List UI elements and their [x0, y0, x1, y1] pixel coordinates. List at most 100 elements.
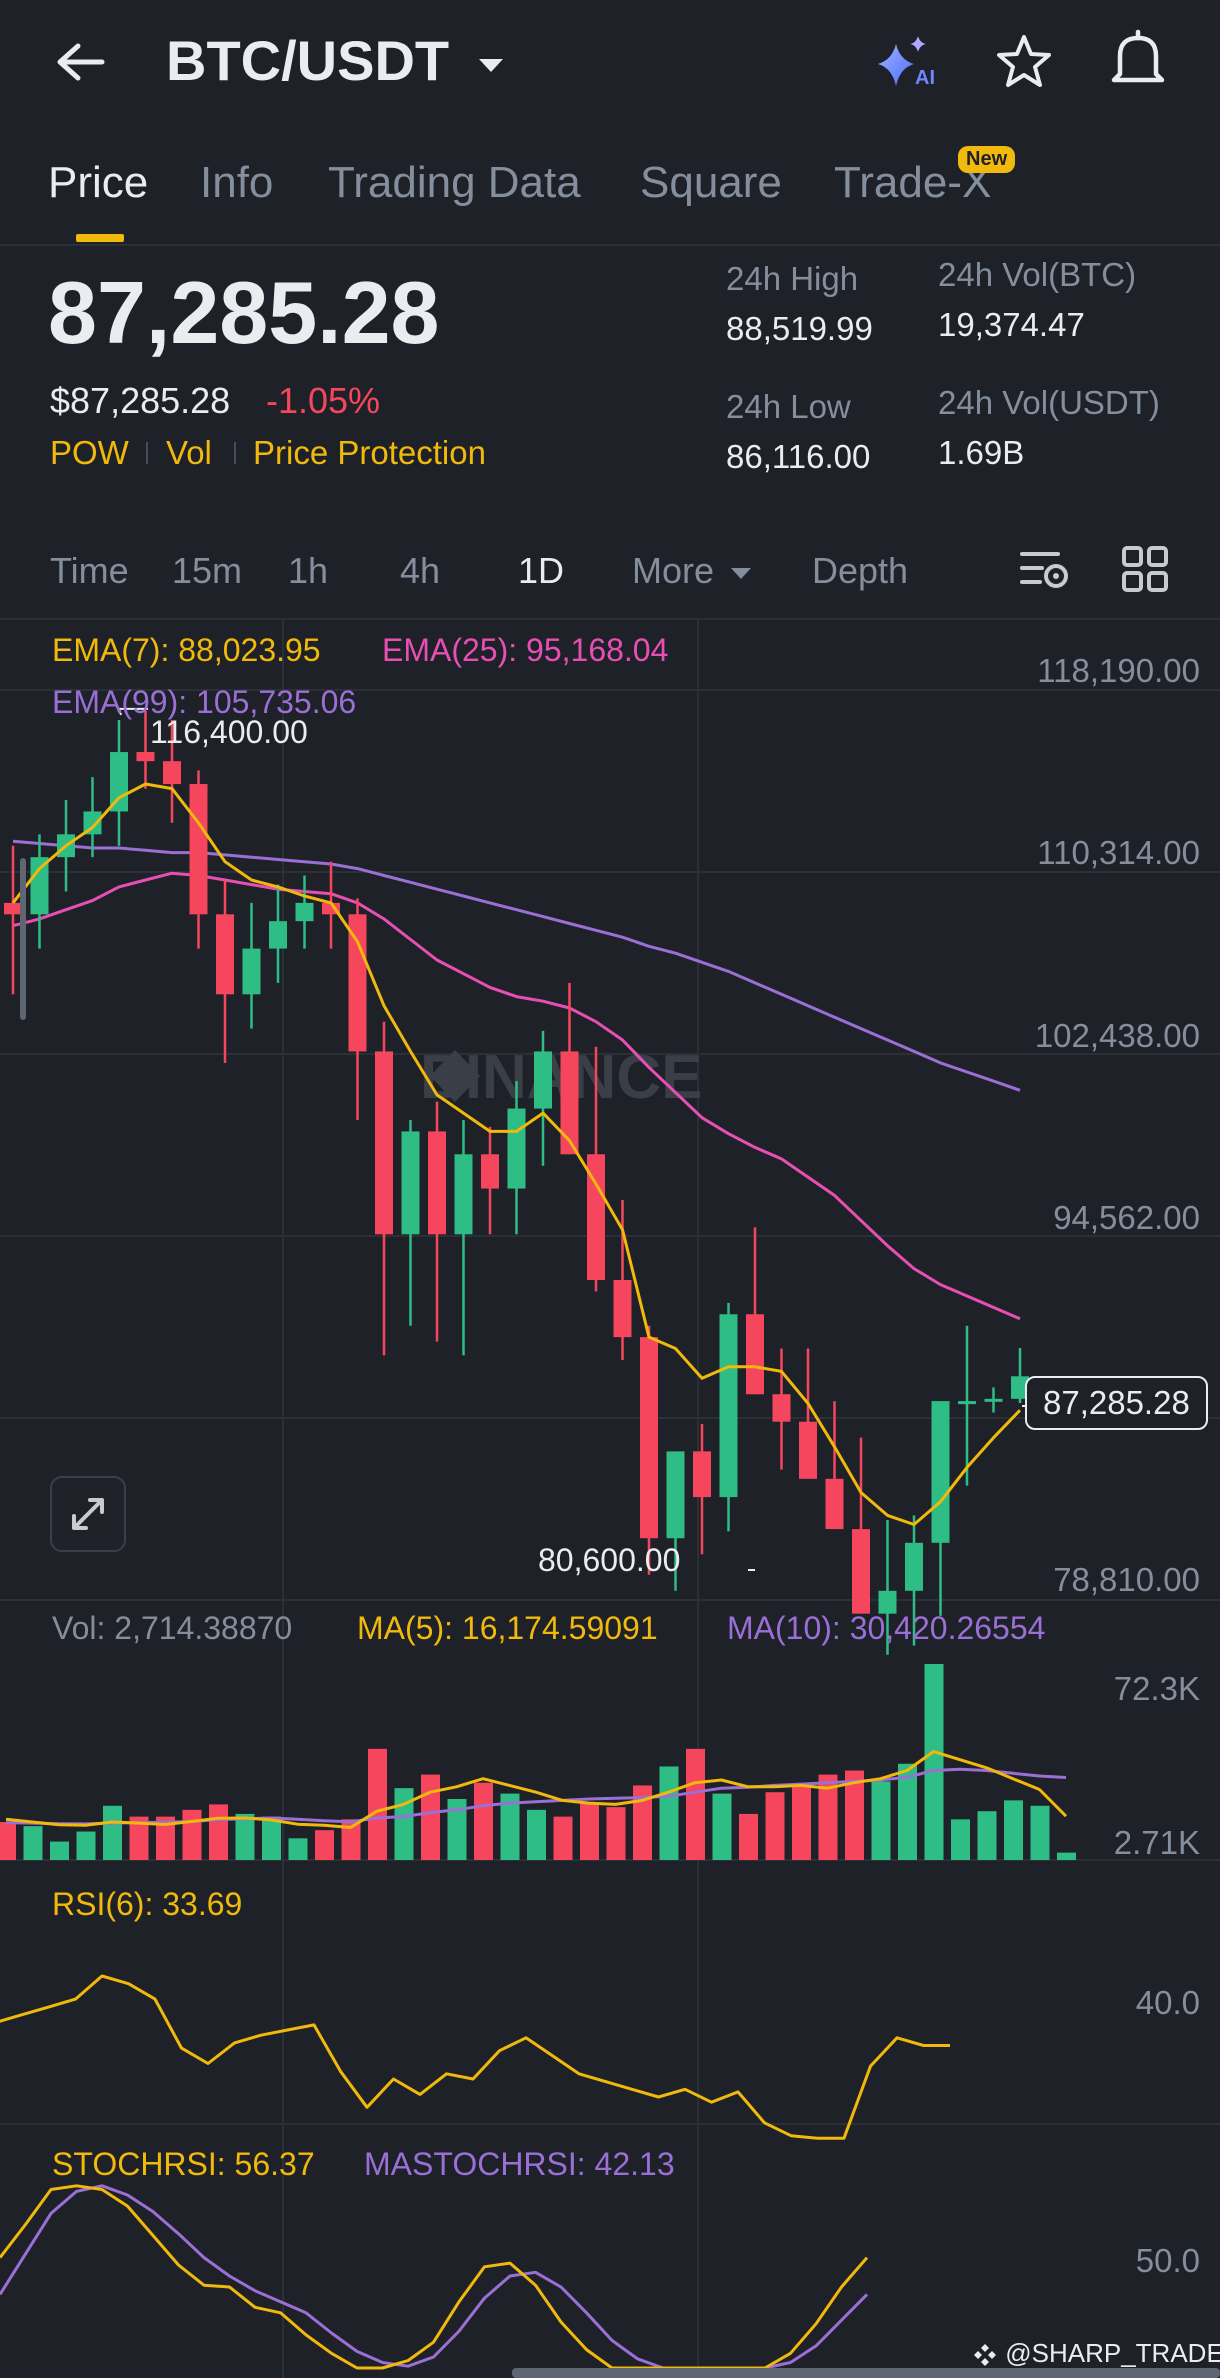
high-marker-line: [117, 707, 148, 716]
volume-bar: [553, 1816, 573, 1860]
volume-axis-label: 2.71K: [1113, 1824, 1200, 1861]
stat-24h-vol-usdt-value: 1.69B: [938, 434, 1025, 471]
high-price-label: 116,400.00: [150, 714, 308, 750]
candle-body: [534, 1051, 552, 1109]
volume-bar: [209, 1804, 228, 1860]
current-price-tag: 87,285.28: [1025, 1376, 1208, 1430]
tag-pow[interactable]: POW: [50, 434, 129, 471]
interval-depth[interactable]: Depth: [812, 550, 909, 591]
candle-body: [375, 1051, 393, 1235]
tabs-divider: [0, 244, 1220, 246]
svg-text:AI: AI: [915, 67, 935, 89]
volume-bar: [500, 1793, 520, 1860]
candle-body: [189, 784, 208, 915]
tab-active-indicator: [76, 234, 124, 242]
candle-body: [269, 921, 287, 949]
chart-settings-icon[interactable]: [1018, 546, 1070, 594]
candle-body: [454, 1154, 473, 1235]
volume-bar: [156, 1816, 175, 1860]
volume-bar: [1004, 1800, 1023, 1860]
ema99-label: EMA(99): 105,735.06: [52, 684, 357, 720]
volume-bar: [1030, 1805, 1050, 1860]
stat-24h-high-label: 24h High: [726, 260, 859, 297]
candle-body: [905, 1542, 923, 1591]
tab-square[interactable]: Square: [640, 158, 782, 207]
mastochrsi-label: MASTOCHRSI: 42.13: [364, 2146, 675, 2182]
ema25-line: [12, 871, 1021, 1321]
volume-bar: [898, 1763, 917, 1860]
price-axis-label: 110,314.00: [1037, 834, 1200, 871]
interval-more-label: More: [632, 550, 715, 591]
volume-bar: [633, 1785, 652, 1860]
ma5-line: [5, 1750, 1068, 1829]
scroll-handle: [20, 858, 26, 1020]
rsi-axis-label: 40.0: [1135, 1984, 1200, 2021]
candle-body: [587, 1154, 605, 1280]
interval-1d[interactable]: 1D: [518, 550, 565, 591]
price-axis-label: 118,190.00: [1037, 652, 1200, 689]
home-indicator: [512, 2368, 1220, 2378]
volume-bar: [686, 1748, 705, 1860]
ma5-label: MA(5): 16,174.59091: [357, 1610, 658, 1646]
tab-info[interactable]: Info: [200, 158, 274, 207]
volume-bar: [924, 1664, 944, 1860]
ema25-label: EMA(25): 95,168.04: [382, 632, 669, 668]
tag-vol[interactable]: Vol: [166, 434, 212, 471]
interval-time[interactable]: Time: [50, 550, 129, 591]
price-axis-label: 102,438.00: [1034, 1017, 1200, 1054]
candle-body: [322, 902, 340, 915]
pair-title[interactable]: BTC/USDT: [166, 28, 505, 93]
volume-bar: [76, 1831, 96, 1860]
volume-bar: [129, 1816, 149, 1860]
tab-price[interactable]: Price: [48, 158, 149, 207]
candle-body: [348, 914, 367, 1052]
volume-axis-label: 72.3K: [1113, 1670, 1200, 1707]
candle-body: [984, 1398, 1003, 1402]
ai-sparkle-icon[interactable]: AI: [878, 34, 940, 90]
interval-more[interactable]: More: [632, 550, 752, 592]
candle-body: [931, 1401, 950, 1543]
interval-1h[interactable]: 1h: [288, 550, 329, 591]
candle-body: [746, 1314, 764, 1395]
volume-bar: [712, 1793, 732, 1860]
pair-label: BTC/USDT: [166, 29, 450, 92]
tab-trading-data[interactable]: Trading Data: [328, 158, 581, 207]
bell-icon[interactable]: [1108, 28, 1168, 92]
candle-body: [772, 1394, 791, 1422]
interval-4h[interactable]: 4h: [400, 550, 441, 591]
caret-down-icon: [731, 568, 752, 580]
stat-24h-vol-usdt-label: 24h Vol(USDT): [938, 384, 1160, 421]
stochrsi-line: [0, 2184, 869, 2370]
fullscreen-icon[interactable]: [50, 1476, 126, 1552]
candle-body: [958, 1401, 976, 1405]
stoch-axis-label: 50.0: [1135, 2242, 1200, 2279]
candle-body: [1011, 1376, 1029, 1399]
ma10-label: MA(10): 30,420.26554: [727, 1610, 1046, 1646]
volume-bar: [474, 1782, 493, 1860]
candle-body: [507, 1108, 526, 1189]
volume-bar: [394, 1788, 414, 1860]
interval-15m[interactable]: 15m: [172, 550, 243, 591]
volume-bar: [818, 1774, 838, 1860]
price-chart[interactable]: BINANCE: [0, 620, 1220, 2378]
volume-bar: [182, 1809, 202, 1860]
candle-body: [825, 1478, 844, 1530]
volume-bar: [951, 1819, 970, 1860]
candle-body: [878, 1590, 897, 1614]
candle-body: [719, 1314, 738, 1498]
author-credit: @SHARP_TRADER: [972, 2338, 1220, 2369]
back-arrow-icon[interactable]: [52, 40, 108, 84]
candle-body: [693, 1451, 711, 1498]
volume-bar: [977, 1811, 997, 1860]
star-icon[interactable]: [994, 32, 1054, 92]
grid-layout-icon[interactable]: [1120, 544, 1170, 594]
volume-bar: [288, 1838, 308, 1860]
tag-price-protection[interactable]: Price Protection: [253, 434, 486, 471]
price-axis-label: 94,562.00: [1053, 1199, 1200, 1236]
new-badge: New: [958, 146, 1016, 173]
volume-bar: [606, 1807, 626, 1860]
candle-body: [4, 902, 22, 915]
ema7-line: [11, 782, 1022, 1526]
volume-bar: [447, 1799, 467, 1860]
stat-24h-high-value: 88,519.99: [726, 310, 873, 347]
